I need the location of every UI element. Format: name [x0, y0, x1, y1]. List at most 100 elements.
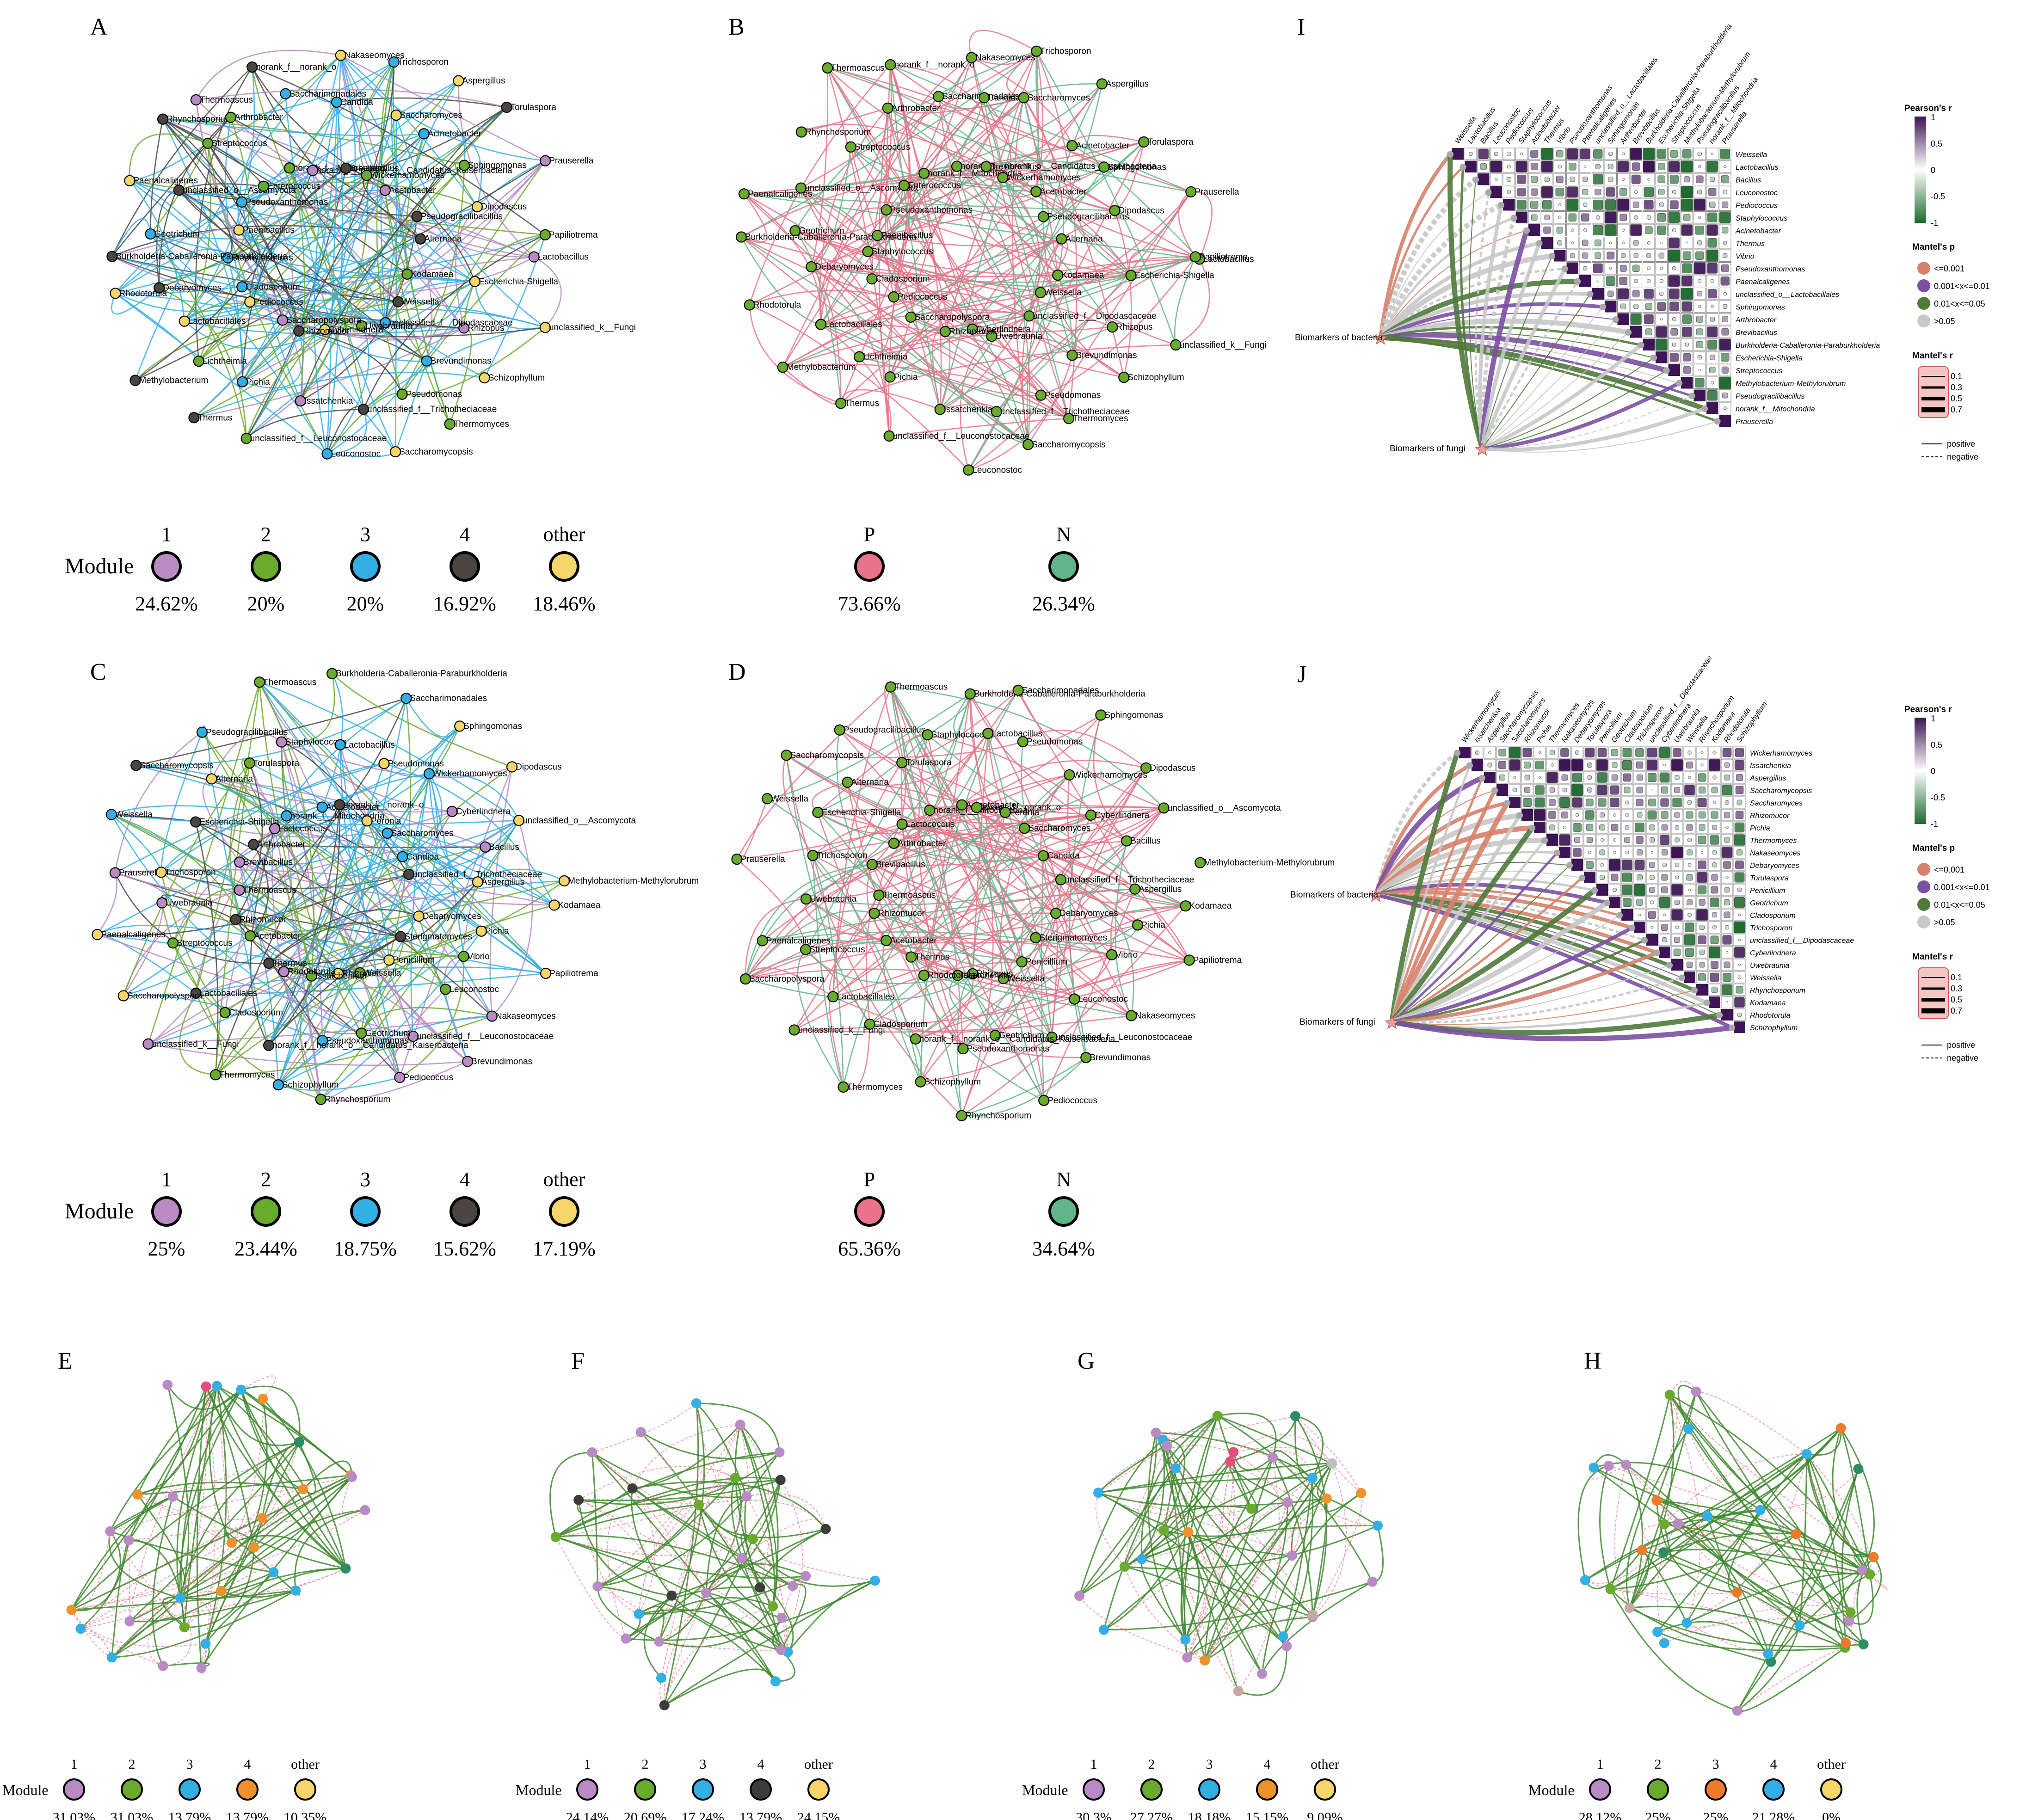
row-label: unclassified_o__Lactobacillales: [1736, 291, 1839, 299]
legend-swatch: [121, 1778, 143, 1801]
heatmap-glyph: [1663, 763, 1666, 767]
network-edge: [148, 1043, 468, 1066]
network-node: [513, 815, 525, 826]
heatmap-glyph: [1624, 837, 1630, 843]
network-edge: [384, 190, 534, 258]
heatmap-glyph: [1738, 913, 1741, 916]
network-node: [550, 1531, 561, 1542]
network-node: [1019, 823, 1030, 834]
network-edge: [591, 1452, 707, 1593]
heatmap-diagonal: [1681, 377, 1693, 389]
network-edge: [741, 236, 1073, 356]
network-edge: [1124, 1445, 1168, 1567]
node-label: unclassified_f__Trichotheciaceae: [1065, 875, 1194, 885]
heatmap-glyph: [1549, 799, 1556, 806]
network-edge: [1098, 1445, 1234, 1493]
node-label: Vibrio: [1115, 950, 1138, 960]
node-label: unclassified_k__Fungi: [1180, 340, 1267, 350]
node-label: Dipodascus: [1119, 206, 1164, 215]
network-edge: [817, 804, 962, 834]
panel-letter: I: [1297, 14, 1305, 40]
node-label: Thermus: [272, 959, 307, 968]
network-edge: [1041, 256, 1196, 396]
node-label: Saccharomyces: [1028, 93, 1090, 103]
node-label: Thermus: [197, 413, 232, 423]
network-edge: [956, 973, 973, 1116]
node-label: Candida: [406, 852, 439, 862]
link-end: [1566, 862, 1573, 869]
mantel-link: [1391, 900, 1609, 1025]
network-edge: [1848, 1574, 1874, 1625]
heatmap-glyph: [1582, 240, 1589, 246]
heatmap-glyph: [1707, 263, 1718, 274]
heatmap-glyph: [1535, 760, 1545, 770]
node-label: Acetobacter: [890, 936, 937, 946]
heatmap-glyph: [1735, 748, 1744, 757]
heatmap-glyph: [1699, 924, 1705, 930]
node-label: Lichtheimia: [863, 352, 908, 362]
heatmap-glyph: [1607, 252, 1615, 260]
network-edge: [1626, 1464, 1670, 1525]
network-edge: [111, 1568, 346, 1658]
network-edge: [1187, 1531, 1208, 1658]
heatmap-glyph: [1657, 213, 1666, 222]
network-edge: [976, 807, 1045, 1101]
legend: Module125%223.44%318.75%415.62%other17.1…: [65, 1168, 596, 1260]
heatmap-glyph: [1698, 935, 1706, 944]
heatmap-glyph: [1644, 226, 1653, 234]
network-node: [934, 404, 946, 415]
network-edge: [745, 968, 958, 980]
heatmap-cell: [1696, 921, 1708, 934]
legend-label: other: [804, 1757, 833, 1772]
network-edge: [231, 1488, 303, 1543]
network-edge: [286, 815, 546, 974]
heatmap-glyph: [1546, 772, 1558, 783]
heatmap-glyph: [1719, 338, 1731, 350]
network-edge: [250, 726, 461, 937]
heatmap-glyph: [1651, 851, 1653, 854]
network-edge: [1156, 1415, 1296, 1433]
network-edge: [782, 363, 1041, 396]
network-edge: [597, 1477, 736, 1587]
network-node: [1119, 1561, 1130, 1572]
node-label: Uwebraunia: [996, 332, 1043, 341]
heatmap-glyph: [1647, 747, 1657, 758]
network-node: [862, 246, 874, 258]
node-label: Leuconostoc: [1078, 995, 1128, 1004]
heatmap-diagonal: [1459, 747, 1471, 758]
network-edge: [659, 1641, 782, 1651]
heatmap-glyph: [1573, 823, 1582, 832]
heatmap-glyph: [1656, 326, 1667, 338]
heatmap: [1459, 746, 1746, 1033]
network-edge: [111, 1488, 304, 1658]
network-node: [411, 211, 423, 222]
node-label: Schizophyllum: [282, 1080, 339, 1090]
network-edge: [111, 1540, 129, 1658]
mantel-link: [1375, 883, 1607, 905]
network-edge: [1174, 256, 1196, 345]
network-node: [1132, 919, 1144, 931]
node-label: Aspergillus: [481, 877, 524, 887]
heatmap-glyph: [1699, 899, 1706, 906]
heatmap-glyph: [1583, 266, 1588, 271]
node-label: Pseudomonas: [1027, 737, 1083, 747]
node-label: Enterococcus: [267, 182, 320, 191]
network-edge: [338, 973, 400, 1078]
network-edge: [1079, 1433, 1157, 1597]
heatmap-glyph: [1611, 749, 1619, 756]
network-edge: [984, 97, 1011, 178]
network-node: [123, 1535, 134, 1546]
heatmap-glyph: [1723, 406, 1727, 410]
network-edge: [1737, 1625, 1800, 1711]
network-edge: [71, 1531, 111, 1611]
star-icon: [1385, 1015, 1399, 1029]
network-edge: [890, 64, 910, 297]
row-label: Saccharomyces: [1750, 799, 1803, 807]
network-edge: [1663, 1524, 1672, 1562]
heatmap-diagonal: [1684, 971, 1695, 983]
mantel-link: [1392, 939, 1645, 1023]
network-edge: [1641, 1549, 1687, 1623]
network-edge: [877, 97, 985, 236]
row-label: Penicillium: [1750, 887, 1785, 895]
heatmap-glyph: [1542, 200, 1552, 209]
